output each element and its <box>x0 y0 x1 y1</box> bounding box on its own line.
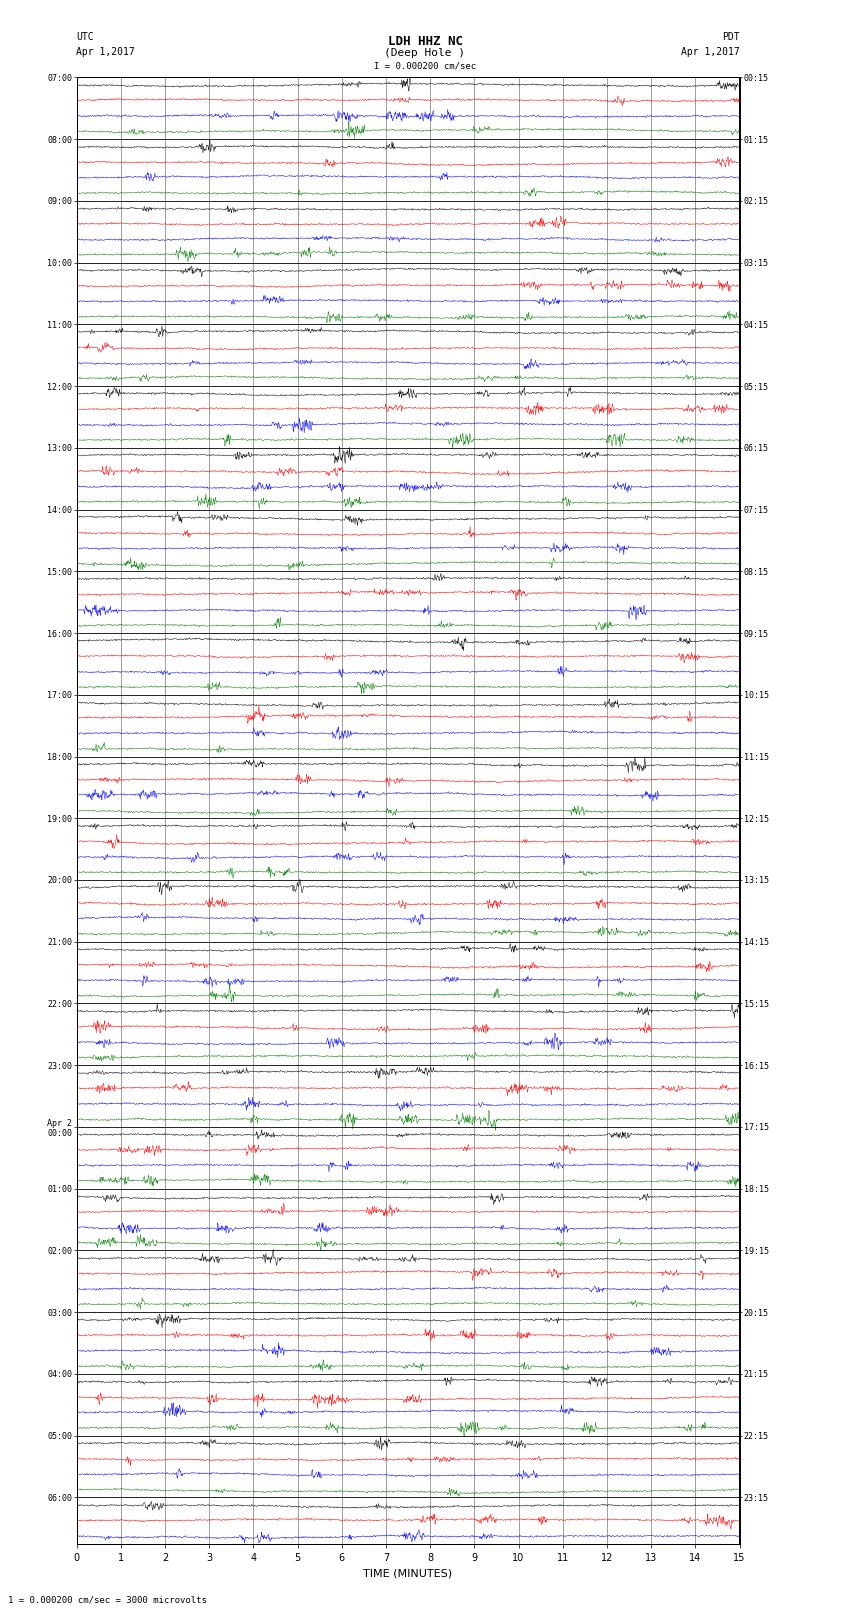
X-axis label: TIME (MINUTES): TIME (MINUTES) <box>364 1568 452 1578</box>
Text: Apr 1,2017: Apr 1,2017 <box>76 47 135 56</box>
Text: 1 = 0.000200 cm/sec = 3000 microvolts: 1 = 0.000200 cm/sec = 3000 microvolts <box>8 1595 207 1605</box>
Text: LDH HHZ NC: LDH HHZ NC <box>388 35 462 48</box>
Text: Apr 1,2017: Apr 1,2017 <box>681 47 740 56</box>
Text: I = 0.000200 cm/sec: I = 0.000200 cm/sec <box>374 61 476 71</box>
Text: PDT: PDT <box>722 32 740 42</box>
Text: UTC: UTC <box>76 32 94 42</box>
Text: (Deep Hole ): (Deep Hole ) <box>384 48 466 58</box>
